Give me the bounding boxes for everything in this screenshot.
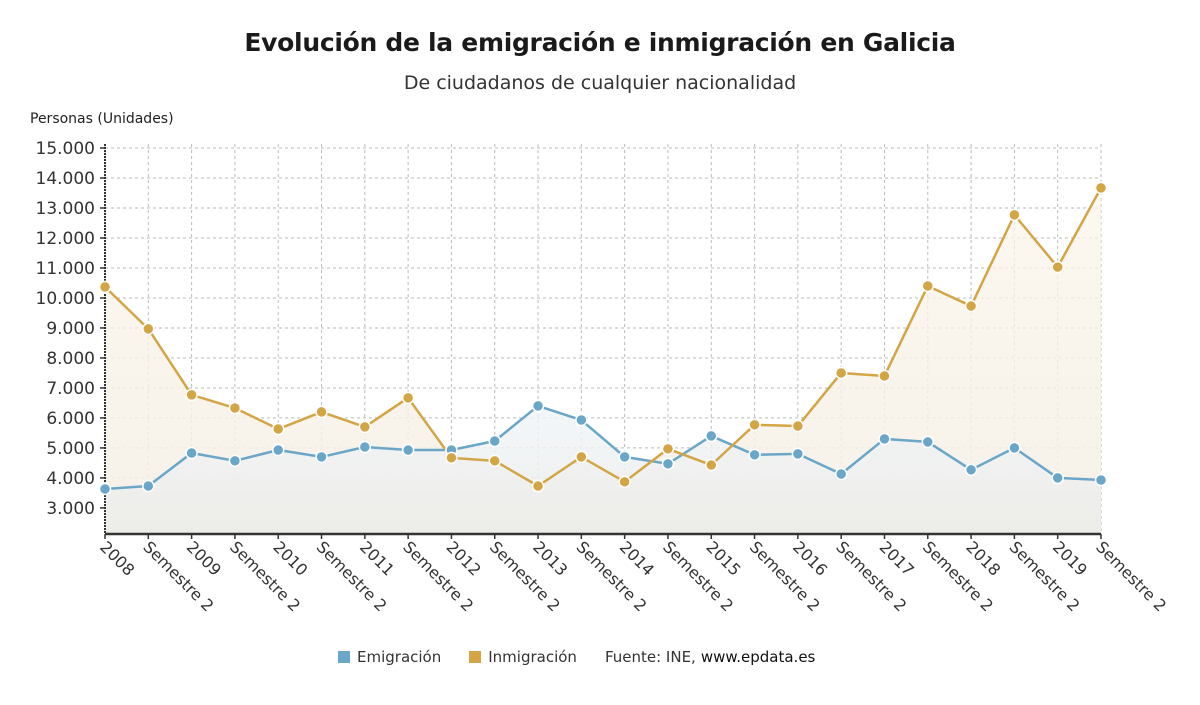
chart-title: Evolución de la emigración e inmigración… <box>244 28 956 57</box>
y-tick-label: 12.000 <box>36 229 95 249</box>
legend-swatch-inmigracion <box>469 651 482 663</box>
point-inmigration <box>445 451 458 465</box>
line-inmigration <box>104 187 1103 488</box>
y-tick-label: 4.000 <box>46 469 95 489</box>
x-tick-label: Semestre 2 <box>1092 537 1170 615</box>
point-inmigration <box>142 322 155 336</box>
point-emigration <box>315 450 328 464</box>
area-inmigration <box>105 187 1101 535</box>
legend-item-inmigracion[interactable]: Inmigración <box>469 648 577 666</box>
point-emigration <box>921 435 935 449</box>
axes <box>100 144 1102 539</box>
point-emigration <box>488 434 501 448</box>
source-note: Fuente: INE, www.epdata.es <box>605 648 815 666</box>
series-lines <box>104 187 1103 491</box>
point-emigration <box>618 450 631 464</box>
point-inmigration <box>401 391 415 405</box>
y-tick-label: 8.000 <box>46 349 95 369</box>
point-emigration <box>748 448 761 462</box>
point-emigration <box>98 482 112 496</box>
point-emigration <box>228 454 242 468</box>
point-emigration <box>575 413 588 427</box>
point-inmigration <box>228 401 242 415</box>
legend-label-emigracion: Emigración <box>357 648 442 666</box>
point-emigration <box>271 443 285 457</box>
y-axis-label: Personas (Unidades) <box>30 111 174 127</box>
point-emigration <box>878 432 891 446</box>
point-emigration <box>1008 441 1021 455</box>
y-tick-label: 14.000 <box>36 169 95 189</box>
point-inmigration <box>878 369 891 383</box>
source-prefix: Fuente: INE, <box>604 648 696 666</box>
point-emigration <box>964 463 978 477</box>
point-emigration <box>401 443 415 457</box>
point-inmigration <box>98 280 112 294</box>
point-inmigration <box>531 479 545 493</box>
y-tick-label: 9.000 <box>46 319 95 339</box>
x-tick-label: 2008 <box>96 537 138 579</box>
point-inmigration <box>834 366 848 380</box>
point-emigration <box>791 447 805 461</box>
y-tick-label: 15.000 <box>36 139 95 159</box>
source-link[interactable]: www.epdata.es <box>700 648 816 666</box>
legend-swatch-emigracion <box>338 651 350 663</box>
point-emigration <box>185 446 198 460</box>
point-inmigration <box>964 299 978 313</box>
point-inmigration <box>1051 260 1064 274</box>
y-tick-label: 13.000 <box>36 199 95 219</box>
point-inmigration <box>748 418 761 432</box>
point-inmigration <box>1094 181 1108 195</box>
point-inmigration <box>791 419 805 433</box>
point-inmigration <box>358 420 372 434</box>
legend: Emigración Inmigración Fuente: INE, www.… <box>338 648 815 666</box>
line-emigration <box>104 404 1102 491</box>
legend-item-emigracion[interactable]: Emigración <box>338 648 441 666</box>
point-inmigration <box>271 422 285 436</box>
point-inmigration <box>705 458 718 472</box>
point-emigration <box>358 440 372 454</box>
series-points <box>98 181 1108 496</box>
point-inmigration <box>661 442 675 456</box>
point-inmigration <box>315 405 328 419</box>
point-emigration <box>531 399 545 413</box>
point-inmigration <box>185 388 198 402</box>
point-emigration <box>1094 473 1108 487</box>
y-tick-label: 10.000 <box>36 289 95 309</box>
y-tick-label: 11.000 <box>36 259 95 279</box>
point-emigration <box>705 429 718 443</box>
y-tick-label: 7.000 <box>46 379 95 399</box>
y-tick-label: 5.000 <box>46 439 95 459</box>
point-emigration <box>142 479 155 493</box>
point-inmigration <box>488 454 501 468</box>
chart-subtitle: De ciudadanos de cualquier nacionalidad <box>403 72 797 94</box>
series-areas <box>105 187 1101 535</box>
point-inmigration <box>575 450 588 464</box>
y-tick-label: 3.000 <box>46 499 95 519</box>
point-emigration <box>834 467 848 481</box>
point-inmigration <box>921 279 935 293</box>
point-inmigration <box>1008 208 1021 222</box>
point-emigration <box>1051 471 1064 485</box>
legend-label-inmigracion: Inmigración <box>488 648 577 666</box>
point-inmigration <box>618 475 631 489</box>
y-tick-label: 6.000 <box>46 409 95 429</box>
point-emigration <box>661 457 675 471</box>
